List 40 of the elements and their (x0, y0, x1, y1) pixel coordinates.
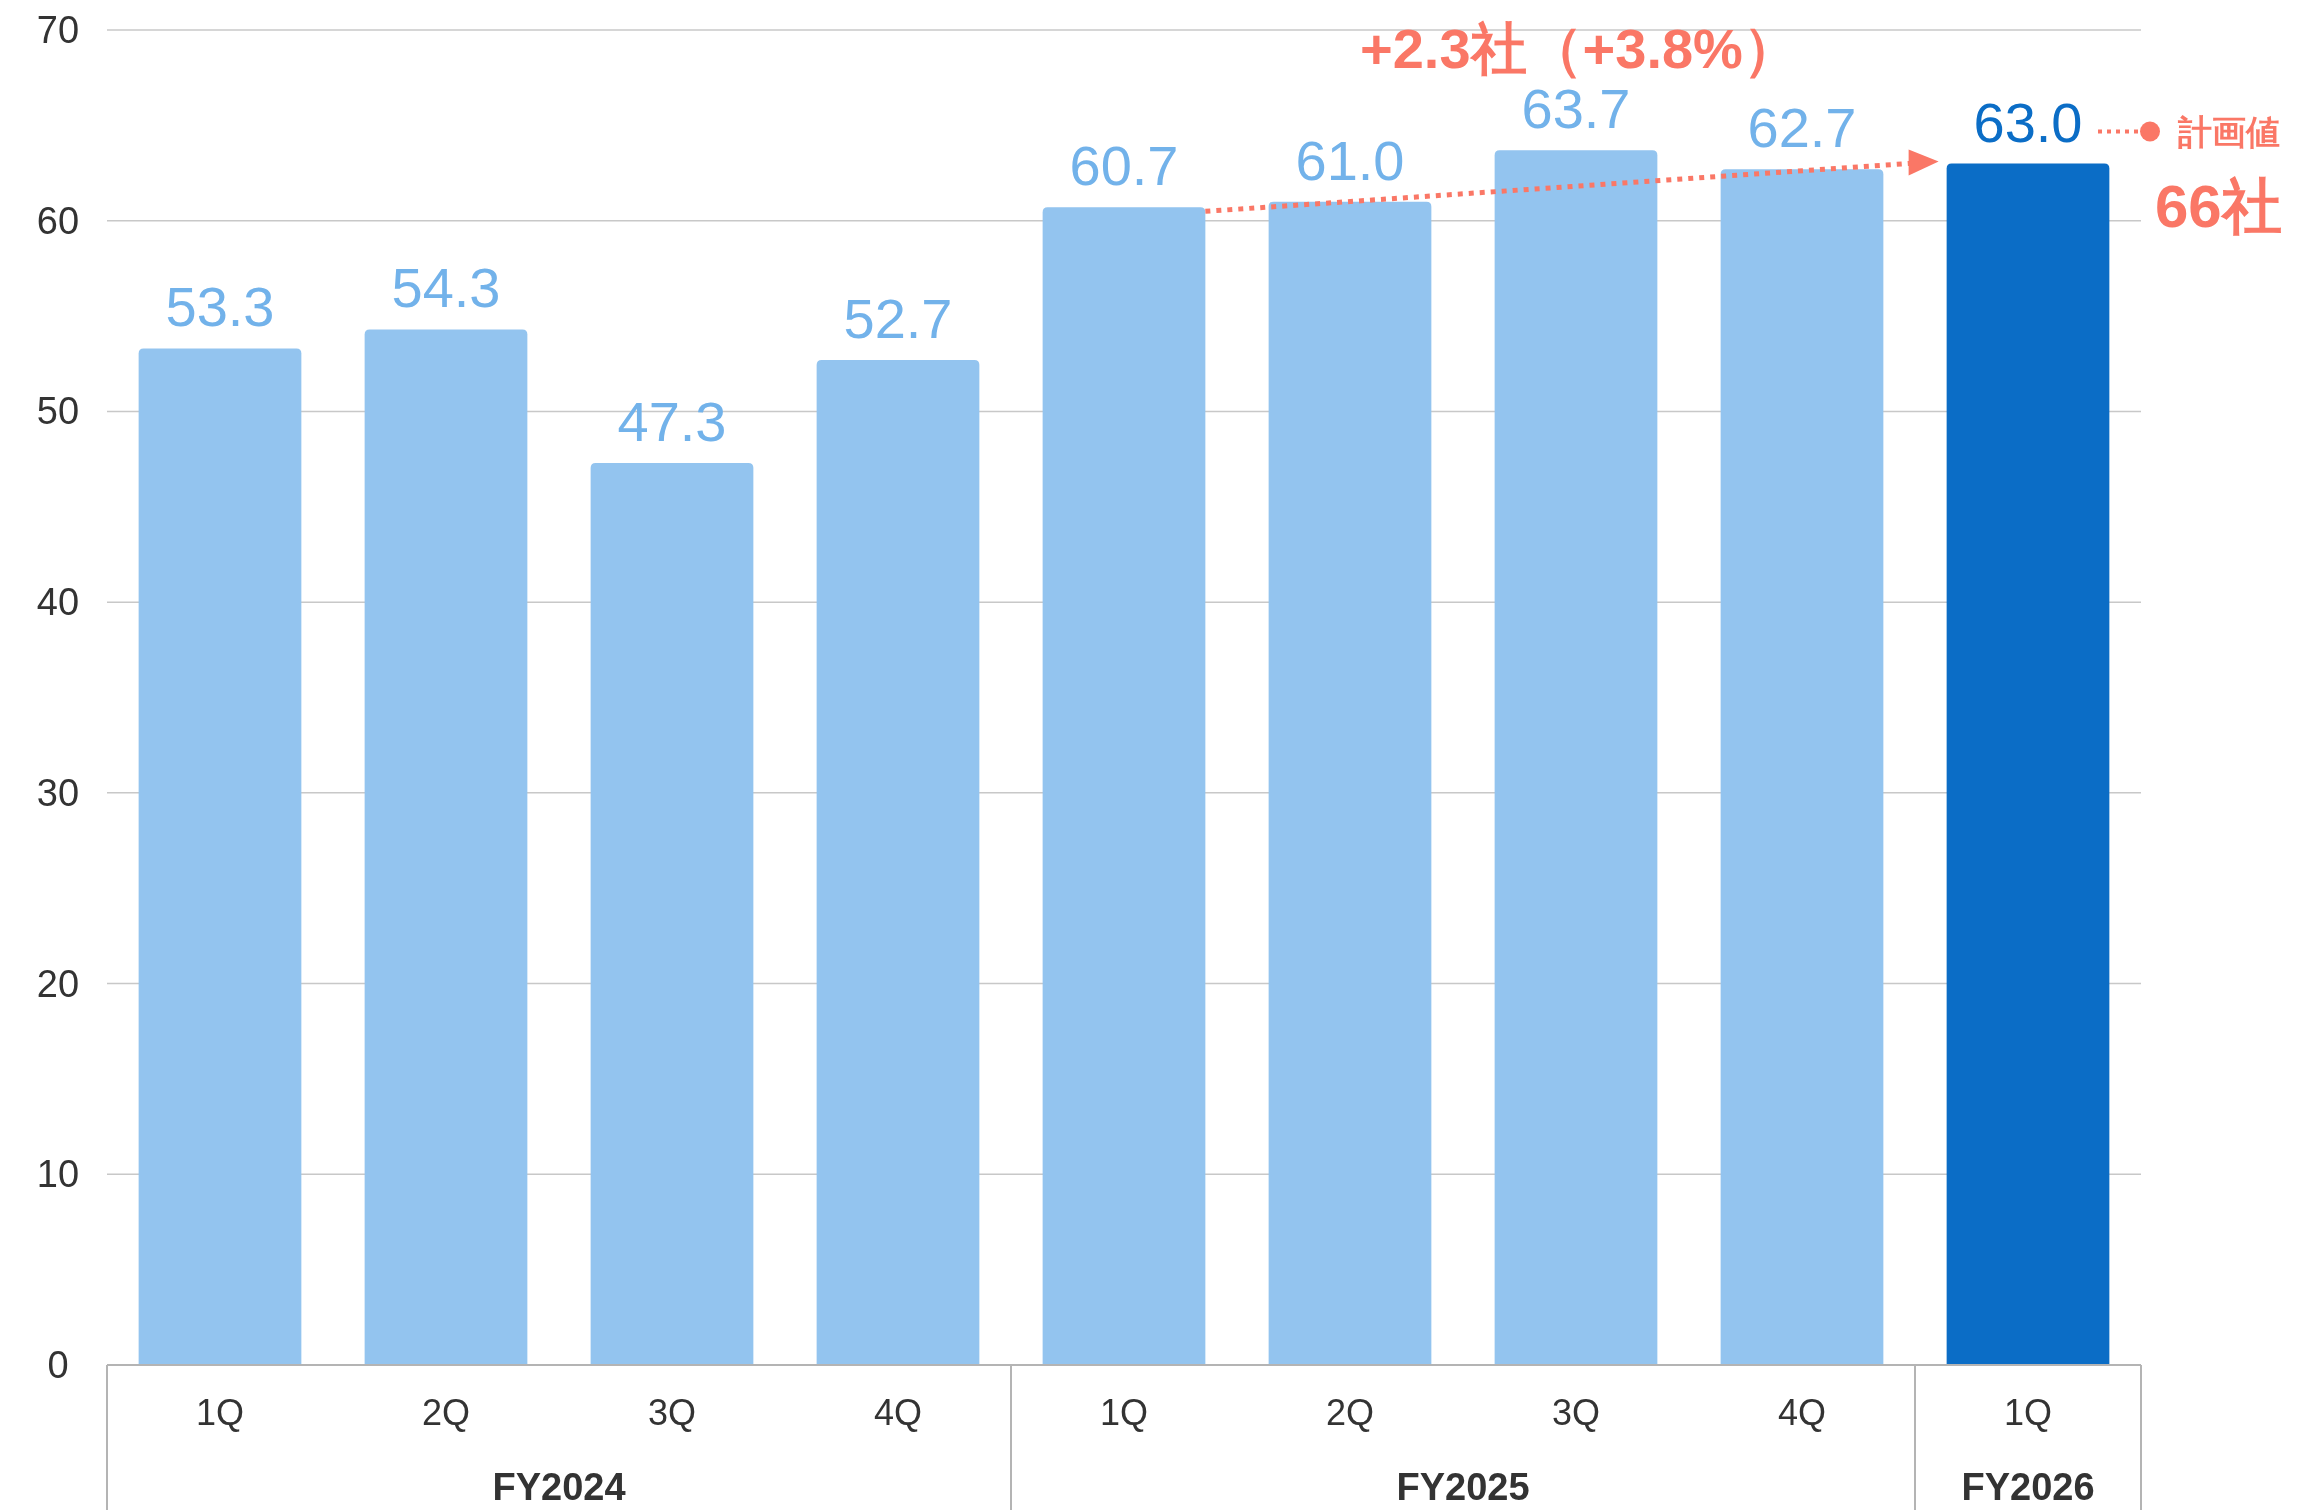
annotation: +2.3社（+3.8%） (1360, 17, 1799, 80)
data-label: 60.7 (1069, 134, 1179, 198)
x-tick-label: 4Q (1777, 1392, 1827, 1433)
y-tick-label: 40 (36, 581, 80, 624)
y-tick-label: 20 (36, 962, 80, 1005)
x-tick-label: 4Q (873, 1392, 923, 1433)
text: FY2026 (1961, 1466, 2095, 1508)
text: FY2024 (492, 1466, 626, 1508)
y-tick-label: 0 (47, 1344, 69, 1386)
text: 計画値 (2177, 112, 2280, 151)
data-label: 53.3 (165, 275, 275, 339)
x-tick-label: 3Q (647, 1392, 697, 1433)
text: 66社 (2155, 172, 2282, 240)
x-tick-label: 1Q (195, 1392, 245, 1433)
bar (816, 359, 980, 1365)
x-tick-label: 3Q (1551, 1392, 1601, 1433)
bar (1494, 150, 1658, 1365)
y-tick-label: 10 (36, 1153, 80, 1196)
bar (364, 329, 528, 1365)
y-tick-label: 70 (36, 9, 80, 51)
text: FY2025 (1396, 1466, 1530, 1508)
x-tick-label: 2Q (1325, 1392, 1375, 1433)
data-label: 54.3 (391, 256, 501, 320)
data-label: 63.0 (1973, 90, 2083, 154)
bar (1946, 163, 2110, 1365)
data-label: 47.3 (617, 389, 727, 453)
y-tick-label: 60 (36, 199, 80, 242)
data-label: 61.0 (1295, 128, 1405, 192)
bar (590, 462, 754, 1365)
bar (1268, 201, 1432, 1365)
x-tick-label: 2Q (421, 1392, 471, 1433)
x-tick-label: 1Q (2003, 1392, 2053, 1433)
bar (1042, 207, 1206, 1365)
data-label: 62.7 (1747, 96, 1857, 160)
bar (138, 348, 302, 1365)
data-label: 52.7 (843, 286, 953, 350)
bar (1720, 169, 1884, 1365)
y-tick-label: 50 (36, 390, 80, 433)
y-tick-label: 30 (36, 771, 80, 814)
x-tick-label: 1Q (1099, 1392, 1149, 1433)
